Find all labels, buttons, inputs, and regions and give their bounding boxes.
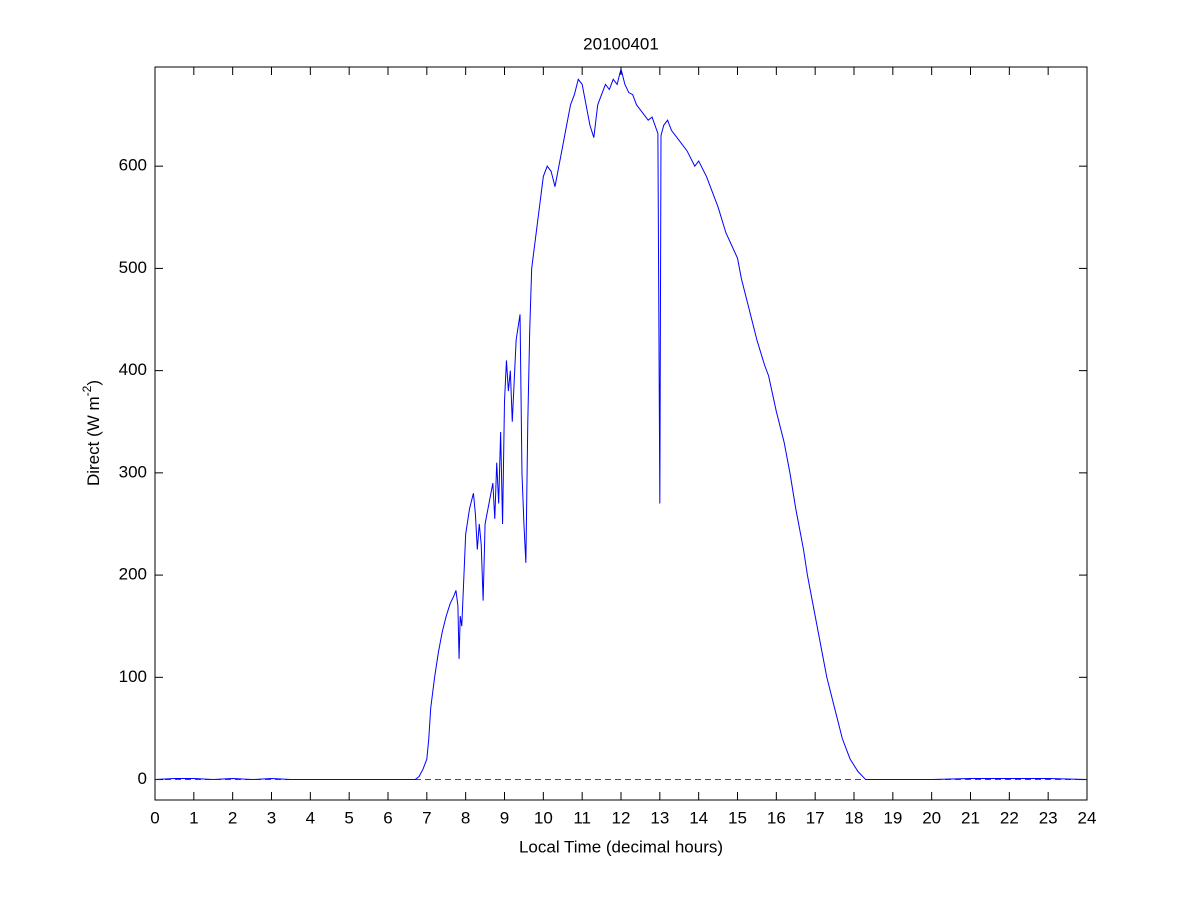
x-tick-label: 18 <box>845 808 864 827</box>
x-tick-label: 16 <box>767 808 786 827</box>
x-tick-label: 6 <box>383 808 392 827</box>
y-axis-label: Direct (W m-2) <box>80 380 103 486</box>
y-tick-label: 100 <box>119 667 147 686</box>
chart-title: 20100401 <box>583 34 659 53</box>
y-axis-label-superscript: -2 <box>80 385 94 396</box>
x-tick-label: 2 <box>228 808 237 827</box>
x-tick-label: 13 <box>650 808 669 827</box>
y-tick-label: 500 <box>119 258 147 277</box>
x-tick-label: 9 <box>500 808 509 827</box>
y-tick-label: 600 <box>119 156 147 175</box>
x-tick-label: 23 <box>1039 808 1058 827</box>
y-axis-label-suffix: ) <box>84 380 103 386</box>
x-tick-label: 0 <box>150 808 159 827</box>
x-tick-label: 3 <box>267 808 276 827</box>
x-tick-label: 20 <box>922 808 941 827</box>
y-tick-label: 400 <box>119 360 147 379</box>
x-tick-label: 14 <box>689 808 708 827</box>
x-tick-label: 17 <box>806 808 825 827</box>
x-tick-label: 22 <box>1000 808 1019 827</box>
x-tick-label: 11 <box>573 808 591 827</box>
x-tick-label: 12 <box>612 808 631 827</box>
x-tick-label: 1 <box>189 808 198 827</box>
x-tick-label: 5 <box>344 808 353 827</box>
y-tick-label: 300 <box>119 462 147 481</box>
y-axis-label-text: Direct (W m <box>84 396 103 486</box>
y-tick-label: 0 <box>138 769 147 788</box>
y-tick-label: 200 <box>119 565 147 584</box>
axes-box <box>154 66 1088 801</box>
x-tick-label: 19 <box>883 808 902 827</box>
x-tick-label: 4 <box>306 808 315 827</box>
x-tick-label: 24 <box>1078 808 1097 827</box>
x-tick-label: 8 <box>461 808 470 827</box>
x-tick-label: 21 <box>961 808 980 827</box>
x-tick-label: 7 <box>422 808 431 827</box>
x-tick-label: 15 <box>728 808 747 827</box>
data-line <box>154 68 1088 781</box>
x-tick-label: 10 <box>534 808 553 827</box>
x-axis-label: Local Time (decimal hours) <box>519 837 723 856</box>
